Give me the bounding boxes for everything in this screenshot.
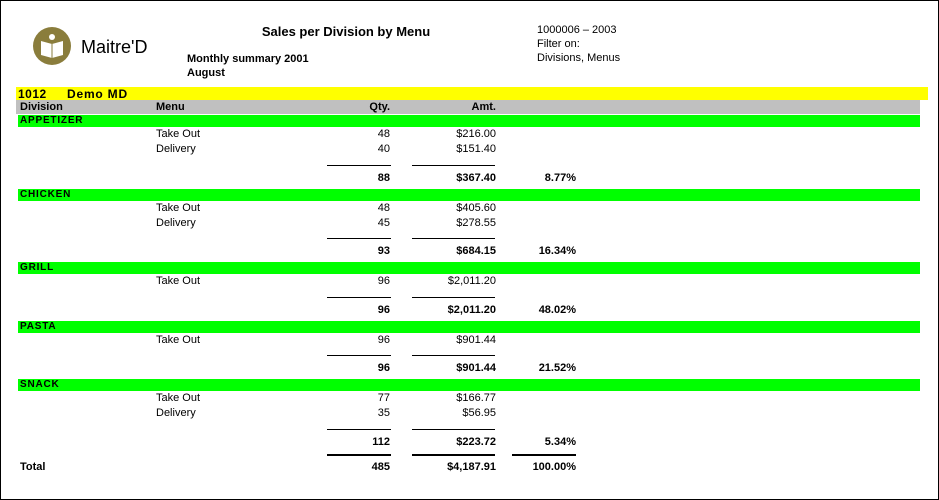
division-bar xyxy=(18,188,920,201)
division-name: SNACK xyxy=(20,379,60,390)
store-number: 1012 xyxy=(18,87,47,101)
logo-icon xyxy=(33,27,71,65)
division-name: GRILL xyxy=(20,262,54,273)
total-label: Total xyxy=(20,461,46,473)
filter-label: Filter on: xyxy=(537,38,580,50)
amount-value: $166.77 xyxy=(456,392,496,404)
subtotal-percent: 8.77% xyxy=(544,171,576,184)
subtotal-amount: $901.44 xyxy=(456,362,496,374)
store-name: Demo MD xyxy=(67,87,128,101)
total-rule xyxy=(512,454,576,456)
subtotal-rule xyxy=(327,164,391,166)
division-bar xyxy=(18,115,920,127)
subtotal-qty: 88 xyxy=(377,171,390,184)
subtotal-amount: $223.72 xyxy=(456,435,496,448)
amount-value: $278.55 xyxy=(456,216,496,229)
menu-name: Take Out xyxy=(156,201,201,214)
subtotal-amount: $684.15 xyxy=(456,245,496,257)
subtotal-rule xyxy=(412,428,495,430)
column-header-bar xyxy=(16,100,920,114)
menu-name: Take Out xyxy=(156,392,201,404)
amount-value: $405.60 xyxy=(456,201,496,214)
amount-value: $2,011.20 xyxy=(447,275,496,287)
report-subtitle: Monthly summary 2001 xyxy=(187,53,309,65)
subtotal-amount: $367.40 xyxy=(456,171,496,184)
subtotal-rule xyxy=(412,296,495,298)
division-name: PASTA xyxy=(20,320,57,332)
subtotal-percent: 16.34% xyxy=(538,245,576,257)
menu-name: Delivery xyxy=(156,407,196,419)
subtotal-percent: 5.34% xyxy=(544,435,576,448)
subtotal-rule xyxy=(327,355,391,356)
qty-value: 96 xyxy=(377,275,390,287)
logo-text: Maitre'D xyxy=(81,37,148,57)
total-amount: $4,187.91 xyxy=(447,461,496,473)
subtotal-qty: 96 xyxy=(377,303,390,316)
qty-value: 40 xyxy=(377,143,390,155)
subtotal-qty: 93 xyxy=(377,245,390,257)
division-bar xyxy=(18,320,920,333)
column-header: Qty. xyxy=(369,101,390,113)
report-title: Sales per Division by Menu xyxy=(261,24,431,39)
filter-value: Divisions, Menus xyxy=(537,52,621,64)
menu-name: Delivery xyxy=(156,143,196,155)
subtotal-rule xyxy=(327,296,391,298)
division-name: APPETIZER xyxy=(20,115,84,126)
menu-name: Delivery xyxy=(156,216,196,229)
column-header: Amt. xyxy=(471,101,496,113)
subtotal-rule xyxy=(412,238,495,239)
store-bar xyxy=(16,87,928,100)
amount-value: $901.44 xyxy=(456,333,496,346)
subtotal-rule xyxy=(327,428,391,430)
report-period: August xyxy=(187,67,225,79)
qty-value: 96 xyxy=(377,333,390,346)
total-percent: 100.00% xyxy=(532,461,576,473)
menu-name: Take Out xyxy=(156,128,201,140)
subtotal-rule xyxy=(327,238,391,239)
column-header: Division xyxy=(20,101,63,113)
amount-value: $151.40 xyxy=(456,143,496,155)
qty-value: 35 xyxy=(377,407,390,419)
total-rule xyxy=(327,454,391,456)
qty-value: 45 xyxy=(377,216,390,229)
subtotal-qty: 112 xyxy=(372,435,390,448)
amount-value: $216.00 xyxy=(456,128,496,140)
subtotal-percent: 21.52% xyxy=(538,362,576,374)
total-qty: 485 xyxy=(371,461,390,473)
menu-name: Take Out xyxy=(156,275,201,287)
report-id: 1000006 – 2003 xyxy=(537,24,617,36)
qty-value: 77 xyxy=(377,392,390,404)
subtotal-rule xyxy=(412,164,495,166)
subtotal-percent: 48.02% xyxy=(538,303,576,316)
division-name: CHICKEN xyxy=(20,188,72,200)
amount-value: $56.95 xyxy=(462,407,496,419)
column-header: Menu xyxy=(156,101,185,113)
qty-value: 48 xyxy=(377,128,390,140)
menu-name: Take Out xyxy=(156,333,201,346)
division-bar xyxy=(18,262,920,274)
qty-value: 48 xyxy=(377,201,390,214)
subtotal-rule xyxy=(412,355,495,356)
total-rule xyxy=(412,454,495,456)
division-bar xyxy=(18,379,920,391)
subtotal-qty: 96 xyxy=(377,362,390,374)
subtotal-amount: $2,011.20 xyxy=(447,303,496,316)
